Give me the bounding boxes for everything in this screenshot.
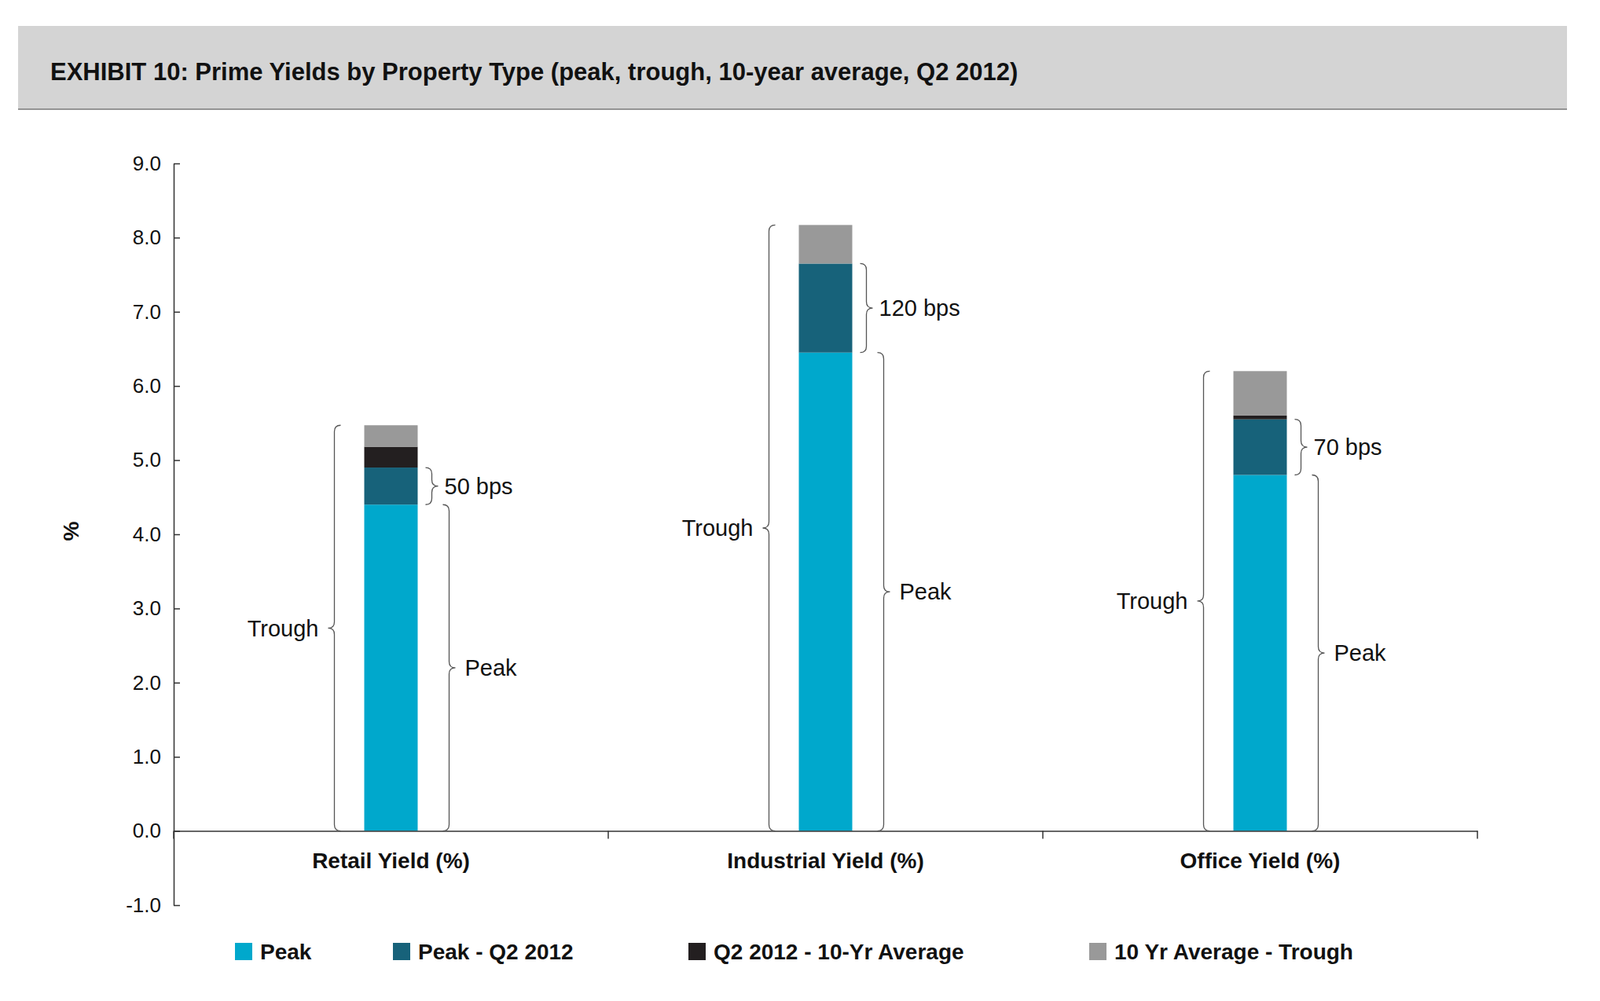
bar-segment	[799, 352, 853, 832]
annotations: Trough Peak 50 bps Trough Peak 120 bps Trough P…	[247, 224, 1387, 831]
bars	[364, 224, 1288, 831]
bar-segment	[1233, 474, 1288, 831]
bar-segment	[799, 263, 853, 353]
legend-label: 10 Yr Average - Trough	[1114, 939, 1354, 965]
y-tick: 0.0	[132, 818, 180, 843]
bracket	[425, 467, 439, 505]
y-tick: 6.0	[132, 374, 180, 398]
annotation-label: 120 bps	[879, 295, 961, 321]
y-tick-mark	[173, 237, 180, 239]
title-band	[18, 25, 1567, 110]
x-axis-line	[174, 830, 1479, 833]
legend-swatch	[392, 943, 411, 961]
x-tick-label: Industrial Yield (%)	[726, 848, 924, 874]
x-axis: Retail Yield (%) Industrial Yield (%) Offi…	[174, 831, 1479, 874]
annotation-label: Trough	[247, 616, 320, 642]
legend-item: Q2 2012 - 10-Yr Average	[688, 939, 965, 965]
bar-segment	[364, 467, 419, 505]
bracket	[763, 224, 776, 831]
x-tick: Retail Yield (%)	[311, 831, 470, 874]
legend-item: Peak - Q2 2012	[392, 939, 574, 965]
y-tick-mark	[173, 905, 180, 907]
y-tick: 2.0	[132, 671, 180, 695]
y-tick: 8.0	[132, 225, 180, 250]
y-tick-label: 6.0	[132, 374, 162, 398]
legend-swatch	[688, 943, 706, 961]
chart: EXHIBIT 10: Prime Yields by Property Typ…	[0, 0, 1600, 1001]
annotation-label: Peak	[899, 579, 953, 605]
y-tick-mark	[173, 534, 180, 536]
y-tick-mark	[173, 756, 180, 759]
bar-segment	[1233, 415, 1288, 420]
bar-segment	[1233, 419, 1288, 476]
y-tick-mark	[173, 459, 180, 462]
y-tick: -1.0	[125, 893, 180, 918]
y-tick-mark	[173, 385, 180, 388]
y-tick-label: 3.0	[132, 596, 162, 621]
y-tick-mark	[173, 311, 180, 314]
y-tick-label: 8.0	[132, 225, 162, 250]
category-divider	[1476, 831, 1479, 840]
y-tick: 7.0	[132, 300, 180, 324]
y-tick: 9.0	[132, 151, 180, 176]
y-tick-label: 7.0	[132, 300, 162, 324]
annotation-label: 50 bps	[444, 473, 514, 500]
annotation-label: Peak	[465, 655, 518, 681]
y-tick-mark	[173, 682, 180, 685]
y-tick-mark	[173, 163, 180, 166]
y-tick-label: 9.0	[132, 151, 162, 176]
y-tick: 3.0	[132, 596, 180, 621]
category-divider	[1042, 831, 1044, 840]
bar-segment	[364, 425, 419, 447]
y-tick-label: 1.0	[132, 744, 162, 769]
y-axis: -1.0 0.0 1.0 2.0 3.0 4.0 5.0 6.0 7.0 8.0 9.0	[125, 151, 180, 918]
bar-segment	[364, 447, 419, 468]
category-divider	[172, 831, 175, 840]
legend-item: 10 Yr Average - Trough	[1089, 939, 1354, 965]
bracket	[1312, 474, 1325, 831]
bar-segment	[364, 504, 419, 831]
bracket	[1295, 419, 1308, 476]
legend-item: Peak	[234, 939, 312, 965]
bracket	[443, 504, 456, 831]
y-tick-label: -1.0	[125, 893, 162, 918]
y-tick: 1.0	[132, 744, 180, 769]
x-tick-label: Office Yield (%)	[1180, 848, 1341, 874]
bracket	[877, 352, 891, 832]
x-tick: Industrial Yield (%)	[726, 831, 924, 874]
y-tick: 5.0	[132, 447, 180, 472]
bar-segment	[1233, 370, 1288, 416]
y-tick-label: 0.0	[132, 818, 162, 843]
y-tick: 4.0	[132, 522, 180, 547]
legend-swatch	[1089, 943, 1107, 961]
title-band-rule	[18, 108, 1567, 111]
y-tick-label: 5.0	[132, 447, 162, 472]
bar-segment	[799, 224, 853, 264]
legend: Peak Peak - Q2 2012 Q2 2012 - 10-Yr Averag…	[234, 939, 1354, 965]
annotation-label: Trough	[682, 515, 754, 541]
y-tick-label: 2.0	[132, 671, 162, 695]
legend-label: Peak - Q2 2012	[418, 939, 574, 965]
annotation-label: Trough	[1116, 588, 1189, 614]
x-tick: Office Yield (%)	[1180, 831, 1341, 874]
y-tick-mark	[173, 608, 180, 610]
x-tick-label: Retail Yield (%)	[311, 848, 470, 874]
legend-label: Q2 2012 - 10-Yr Average	[713, 939, 965, 965]
annotation-label: 70 bps	[1313, 434, 1383, 460]
bracket	[860, 263, 874, 353]
legend-label: Peak	[260, 939, 312, 965]
bracket	[328, 425, 342, 831]
y-axis-title: %	[58, 521, 84, 541]
y-tick-label: 4.0	[132, 522, 162, 547]
annotation-label: Peak	[1334, 640, 1388, 666]
category-divider	[607, 831, 610, 840]
bracket	[1197, 370, 1211, 831]
legend-swatch	[234, 943, 253, 961]
title: EXHIBIT 10: Prime Yields by Property Typ…	[50, 58, 1018, 86]
